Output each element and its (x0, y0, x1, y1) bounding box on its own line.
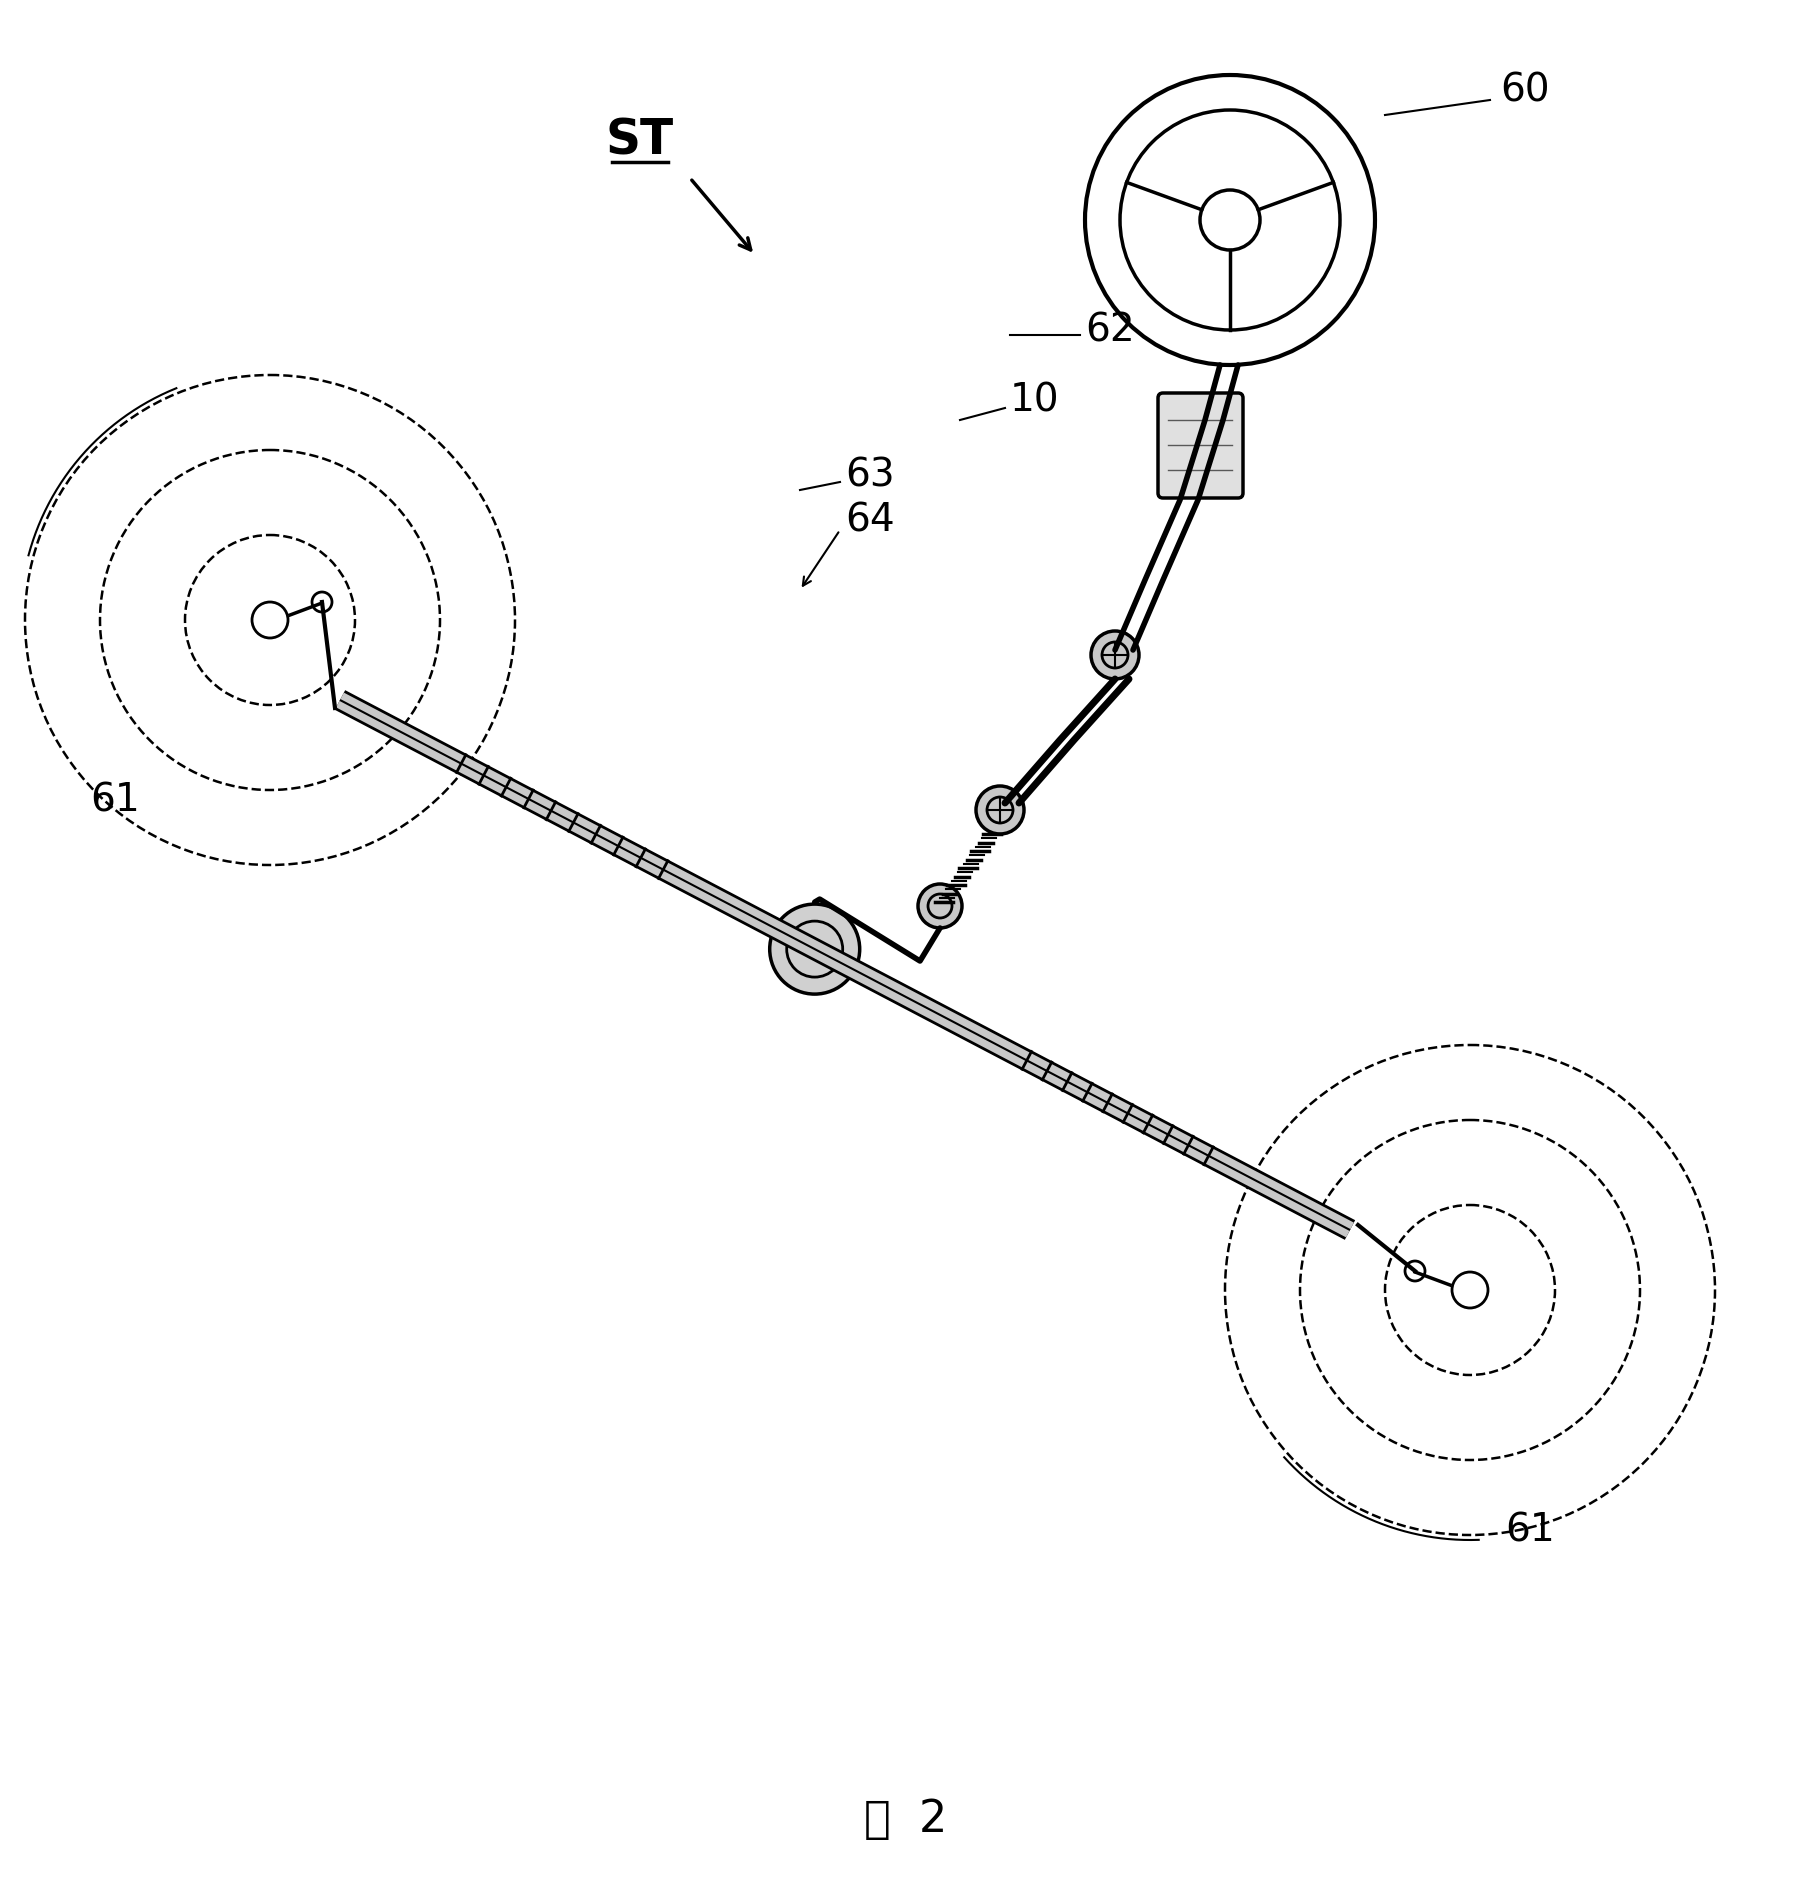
Text: 61: 61 (91, 781, 140, 818)
Text: ST: ST (606, 116, 674, 163)
Text: 60: 60 (1499, 71, 1550, 109)
Text: 62: 62 (1084, 312, 1135, 349)
Circle shape (975, 786, 1024, 833)
Circle shape (771, 905, 859, 995)
Text: 10: 10 (1010, 381, 1059, 419)
FancyBboxPatch shape (1159, 392, 1244, 497)
Text: 61: 61 (1505, 1511, 1556, 1549)
Circle shape (917, 884, 963, 927)
Text: 63: 63 (845, 456, 894, 494)
Text: 图  2: 图 2 (865, 1798, 948, 1841)
Text: 64: 64 (845, 501, 894, 539)
Circle shape (1091, 631, 1139, 679)
